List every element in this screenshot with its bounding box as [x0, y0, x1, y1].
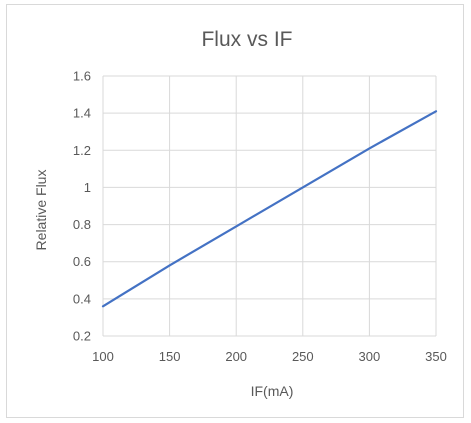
- x-tick-label-5: 350: [425, 349, 447, 364]
- y-tick-labels: 0.2 0.4 0.6 0.8 1 1.2 1.4 1.6: [73, 69, 91, 344]
- x-axis-label: IF(mA): [251, 383, 294, 399]
- chart-frame: Flux vs IF 100 150 200 250 300 350 0.2 0.4 0.6 0…: [6, 4, 464, 418]
- chart-title: Flux vs IF: [201, 28, 292, 51]
- y-tick-label-7: 1.6: [73, 69, 91, 84]
- x-tick-label-1: 150: [159, 349, 181, 364]
- y-tick-label-6: 1.4: [73, 106, 91, 121]
- y-gridlines: [103, 75, 436, 337]
- flux-chart: Flux vs IF 100 150 200 250 300 350 0.20.40.60…: [33, 28, 447, 399]
- x-tick-label-2: 200: [225, 349, 247, 364]
- series-group: [101, 110, 438, 308]
- y-tick-label-0: 0.2: [73, 329, 91, 344]
- y-tick-label-1: 0.4: [73, 291, 91, 306]
- x-tick-label-4: 300: [359, 349, 381, 364]
- x-tick-label-0: 100: [92, 349, 114, 364]
- x-tick-labels: 100 150 200 250 300 350: [92, 349, 447, 364]
- series-line-0: [101, 110, 438, 308]
- x-gridlines: [102, 76, 437, 336]
- y-axis-label: Relative Flux: [33, 170, 49, 251]
- y-tick-label-3: 0.8: [73, 217, 91, 232]
- y-tick-label-5: 1.2: [73, 143, 91, 158]
- y-tick-label-4: 1: [84, 180, 91, 195]
- y-tick-label-2: 0.6: [73, 254, 91, 269]
- x-tick-label-3: 250: [292, 349, 314, 364]
